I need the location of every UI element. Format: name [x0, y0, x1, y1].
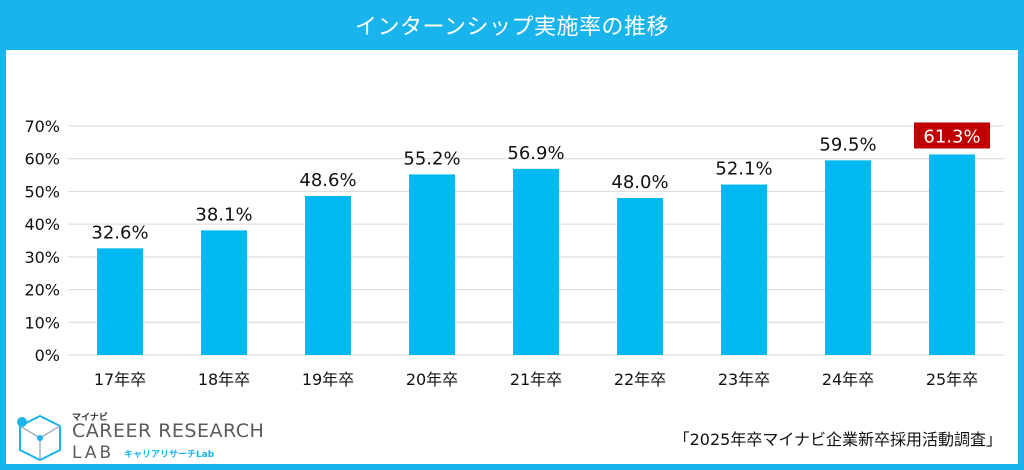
data-label: 38.1%: [195, 204, 252, 225]
career-research-lab-logo: マイナビ CAREER RESEARCH LAB キャリアリサーチLab: [14, 410, 264, 466]
x-tick-label: 25年卒: [926, 370, 978, 389]
source-note: 「2025年卒マイナビ企業新卒採用活動調査」: [673, 430, 1002, 449]
y-tick-label: 10%: [24, 313, 60, 332]
x-tick-label: 24年卒: [822, 370, 874, 389]
lab-cube-icon: [17, 414, 61, 462]
data-label: 32.6%: [91, 222, 148, 243]
y-tick-label: 50%: [24, 182, 60, 201]
y-tick-label: 70%: [24, 117, 60, 136]
bar: [201, 230, 247, 355]
data-label: 61.3%: [923, 126, 980, 147]
bar: [721, 184, 767, 355]
y-tick-label: 30%: [24, 248, 60, 267]
data-label: 56.9%: [507, 143, 564, 164]
bar: [825, 160, 871, 355]
logo-lab: LAB: [72, 443, 115, 463]
highlight-label-box: [914, 122, 990, 149]
x-tick-label: 22年卒: [614, 370, 666, 389]
bar: [97, 248, 143, 355]
logo-brand: マイナビ: [72, 413, 108, 423]
bar: [617, 197, 663, 355]
x-tick-label: 17年卒: [94, 370, 146, 389]
y-tick-label: 20%: [24, 281, 60, 300]
data-label: 59.5%: [819, 134, 876, 155]
data-label: 48.0%: [611, 172, 668, 193]
bar: [305, 196, 351, 355]
chart-title: インターンシップ実施率の推移: [0, 0, 1024, 50]
x-tick-label: 18年卒: [198, 370, 250, 389]
data-label: 48.6%: [299, 170, 356, 191]
y-tick-label: 60%: [24, 150, 60, 169]
bar: [929, 154, 975, 355]
bar: [513, 168, 559, 355]
bar: [409, 174, 455, 355]
data-label: 55.2%: [403, 148, 460, 169]
data-label: 52.1%: [715, 159, 772, 180]
y-tick-label: 40%: [24, 215, 60, 234]
y-tick-label: 0%: [35, 346, 60, 365]
logo-subtitle: キャリアリサーチLab: [124, 450, 215, 460]
logo-name: CAREER RESEARCH: [72, 420, 265, 442]
x-tick-label: 20年卒: [406, 370, 458, 389]
x-tick-label: 19年卒: [302, 370, 354, 389]
x-tick-label: 23年卒: [718, 370, 770, 389]
x-tick-label: 21年卒: [510, 370, 562, 389]
